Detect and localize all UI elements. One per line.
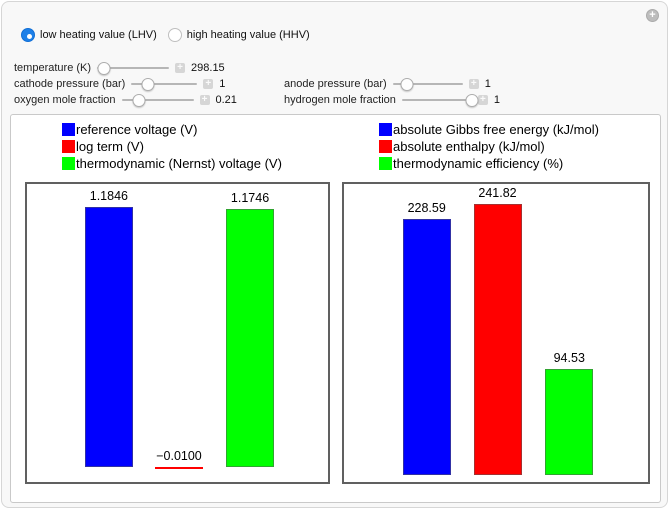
- legend-item: thermodynamic efficiency (%): [379, 155, 650, 172]
- slider-track: [401, 99, 472, 101]
- chart-bar: [545, 369, 594, 476]
- slider-label: temperature (K): [14, 62, 92, 74]
- bar-value-label: 94.53: [553, 351, 585, 366]
- bar-value-label: 241.82: [478, 186, 517, 201]
- popup-menu-icon[interactable]: +: [646, 9, 659, 22]
- radio-icon[interactable]: [21, 28, 35, 42]
- slider-label: oxygen mole fraction: [14, 94, 116, 106]
- bar-value-label: 1.1746: [230, 191, 270, 206]
- voltage-chart-legend: reference voltage (V) log term (V) therm…: [62, 121, 330, 172]
- slider-label: hydrogen mole fraction: [284, 94, 396, 106]
- slider-value: 0.21: [215, 94, 237, 106]
- legend-item: thermodynamic (Nernst) voltage (V): [62, 155, 330, 172]
- bar-value-label: −0.0100: [156, 448, 202, 463]
- slider-value: 298.15: [191, 62, 225, 74]
- chart-bar: [402, 219, 451, 476]
- legend-swatch-icon: [379, 140, 392, 153]
- voltage-bar-chart: reference voltage (V) log term (V) therm…: [25, 121, 330, 484]
- chart-bar: [84, 207, 133, 467]
- legend-swatch-icon: [62, 157, 75, 170]
- slider-track: [97, 67, 170, 69]
- radio-option-hhv[interactable]: high heating value (HHV): [167, 28, 310, 42]
- heating-value-radio-group: low heating value (LHV) high heating val…: [21, 28, 310, 42]
- cathode-pressure-slider-row: cathode pressure (bar) + 1: [14, 77, 225, 91]
- legend-item: reference voltage (V): [62, 121, 330, 138]
- stepper-plus-icon[interactable]: +: [199, 95, 210, 105]
- voltage-chart-plot-area: 1.1846 −0.0100 1.1746: [25, 182, 330, 484]
- stepper-plus-icon[interactable]: +: [468, 79, 479, 89]
- legend-label: absolute enthalpy (kJ/mol): [393, 139, 545, 154]
- anode-pressure-slider-row: anode pressure (bar) + 1: [284, 77, 491, 91]
- radio-icon[interactable]: [167, 28, 182, 42]
- slider-track: [392, 83, 463, 85]
- legend-item: log term (V): [62, 138, 330, 155]
- chart-bar: [155, 466, 203, 469]
- charts-panel: reference voltage (V) log term (V) therm…: [10, 114, 661, 503]
- legend-label: log term (V): [76, 139, 144, 154]
- bar-value-label: 228.59: [407, 201, 446, 216]
- bar-value-label: 1.1846: [89, 189, 128, 204]
- legend-swatch-icon: [379, 123, 392, 136]
- energy-chart-plot-area: 228.59 241.82 94.53: [342, 182, 650, 484]
- chart-bar: [226, 209, 275, 467]
- radio-option-lhv[interactable]: low heating value (LHV): [21, 28, 157, 42]
- energy-bar-chart: absolute Gibbs free energy (kJ/mol) abso…: [342, 121, 650, 484]
- legend-swatch-icon: [62, 123, 75, 136]
- slider-value: 1: [219, 78, 226, 90]
- slider-thumb[interactable]: [400, 77, 414, 91]
- stepper-plus-icon[interactable]: +: [203, 79, 214, 89]
- legend-label: thermodynamic efficiency (%): [393, 156, 564, 171]
- slider-thumb[interactable]: [141, 77, 155, 91]
- stepper-plus-icon[interactable]: +: [477, 95, 488, 105]
- slider-thumb[interactable]: [465, 93, 479, 107]
- temperature-slider[interactable]: [97, 61, 170, 75]
- radio-label-hhv: high heating value (HHV): [186, 29, 310, 41]
- hydrogen-mole-fraction-slider[interactable]: [401, 93, 479, 107]
- temperature-slider-row: temperature (K) + 298.15: [14, 61, 225, 75]
- slider-thumb[interactable]: [132, 93, 146, 107]
- anode-pressure-slider[interactable]: [392, 77, 463, 91]
- legend-item: absolute enthalpy (kJ/mol): [379, 138, 650, 155]
- legend-label: thermodynamic (Nernst) voltage (V): [76, 156, 282, 171]
- oxygen-mole-fraction-slider[interactable]: [121, 93, 194, 107]
- radio-label-lhv: low heating value (LHV): [40, 29, 157, 41]
- slider-label: cathode pressure (bar): [14, 78, 126, 90]
- slider-thumb[interactable]: [97, 61, 111, 75]
- legend-item: absolute Gibbs free energy (kJ/mol): [379, 121, 650, 138]
- oxygen-mole-fraction-slider-row: oxygen mole fraction + 0.21: [14, 93, 237, 107]
- cathode-pressure-slider[interactable]: [131, 77, 198, 91]
- slider-value: 1: [484, 78, 491, 90]
- energy-chart-legend: absolute Gibbs free energy (kJ/mol) abso…: [379, 121, 650, 172]
- slider-label: anode pressure (bar): [284, 78, 387, 90]
- legend-label: reference voltage (V): [76, 122, 198, 137]
- hydrogen-mole-fraction-slider-row: hydrogen mole fraction + 1: [284, 93, 500, 107]
- legend-swatch-icon: [62, 140, 75, 153]
- slider-track: [121, 99, 194, 101]
- slider-track: [131, 83, 198, 85]
- legend-swatch-icon: [379, 157, 392, 170]
- stepper-plus-icon[interactable]: +: [175, 63, 186, 73]
- chart-bar: [473, 204, 522, 476]
- slider-value: 1: [493, 94, 501, 106]
- legend-label: absolute Gibbs free energy (kJ/mol): [393, 122, 599, 137]
